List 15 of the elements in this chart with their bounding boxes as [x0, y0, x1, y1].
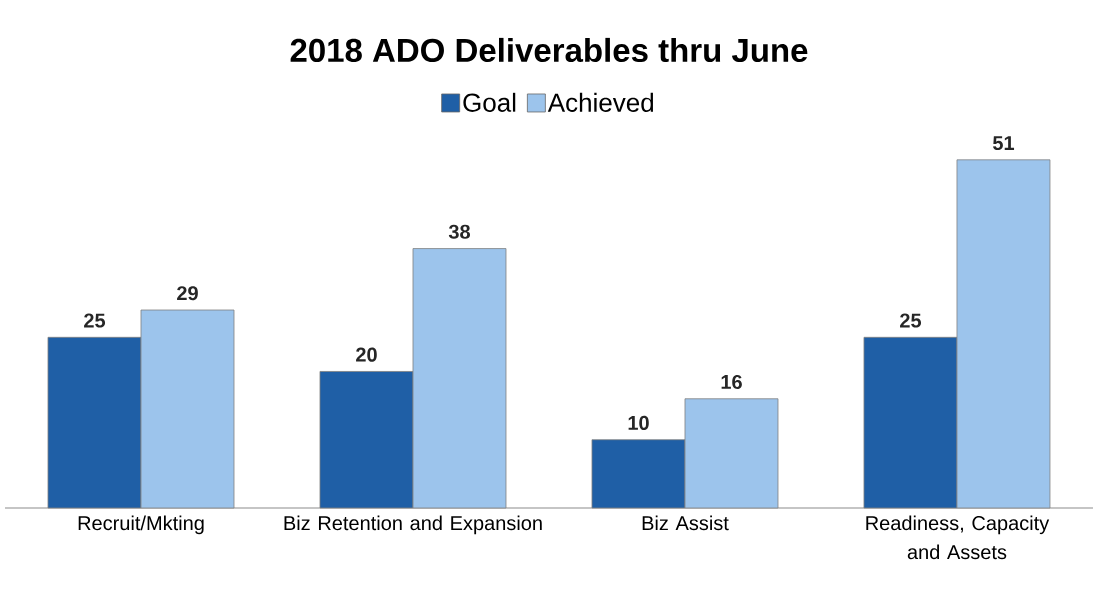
data-label: 38 — [448, 224, 470, 239]
legend-label: Goal — [463, 92, 516, 112]
data-label: 20 — [356, 347, 377, 362]
legend-label: Achieved — [547, 92, 654, 112]
data-label: 16 — [721, 374, 742, 390]
x-tick-label: Recruit/Mkting — [78, 515, 204, 535]
x-tick-label: Biz Assist — [642, 515, 729, 531]
data-label: 25 — [84, 313, 106, 328]
chart-title: 2018 ADO Deliverables thru June — [290, 37, 808, 63]
data-label: 51 — [992, 136, 1015, 151]
data-label: 10 — [628, 415, 649, 431]
data-label: 29 — [177, 286, 198, 301]
x-tick-label: Biz Retention and Expansion — [284, 515, 542, 535]
data-label: 25 — [900, 313, 922, 328]
x-tick-label: Readiness, Capacity and Assets — [866, 515, 1050, 560]
